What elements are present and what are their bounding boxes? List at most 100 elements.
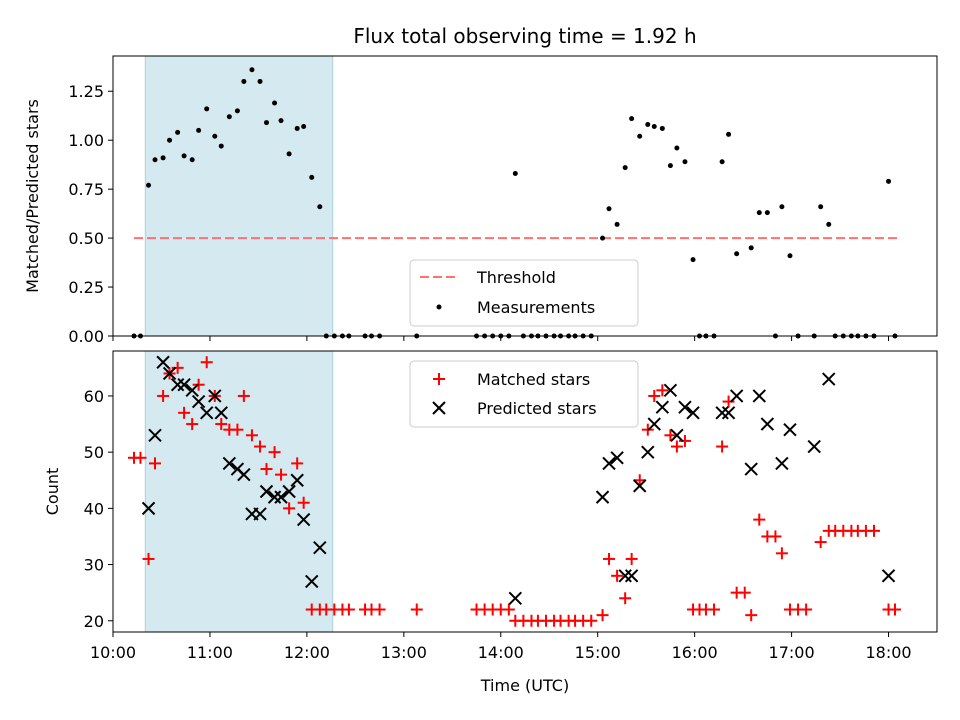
x-tick-label: 14:00 xyxy=(478,643,524,662)
measurement-point xyxy=(748,245,754,251)
matched-star-point xyxy=(800,603,813,616)
predicted-star-point xyxy=(721,406,736,420)
matched-star-point xyxy=(373,603,386,616)
predicted-star-point xyxy=(807,439,821,454)
predicted-star-point xyxy=(618,569,632,583)
predicted-star-point xyxy=(177,378,191,392)
legend-matched-swatch xyxy=(433,373,445,385)
predicted-star-point xyxy=(641,445,655,459)
predicted-star-point xyxy=(633,479,647,493)
bottom-y-tick-label: 40 xyxy=(84,499,104,518)
matched-star-point xyxy=(775,547,788,560)
measurement-point xyxy=(614,221,620,227)
predicted-star-point xyxy=(290,473,304,487)
predicted-star-point xyxy=(775,456,789,471)
matched-star-point xyxy=(275,468,288,481)
predicted-star-point xyxy=(141,501,156,516)
predicted-star-point xyxy=(602,456,616,471)
bottom-y-tick-label: 30 xyxy=(84,556,104,575)
measurement-point xyxy=(272,100,278,106)
measurement-point xyxy=(317,204,323,210)
measurement-point xyxy=(734,251,740,257)
matched-star-point xyxy=(769,530,782,543)
measurement-point xyxy=(764,210,770,216)
predicted-star-point xyxy=(508,591,523,605)
predicted-star-point xyxy=(222,456,237,471)
predicted-star-point xyxy=(214,406,228,420)
matched-star-point xyxy=(611,569,624,582)
matched-star-point xyxy=(231,423,244,436)
matched-star-point xyxy=(814,536,827,549)
legend-threshold-label: Threshold xyxy=(476,268,556,287)
matched-star-point xyxy=(171,361,184,374)
measurement-point xyxy=(726,131,732,137)
measurement-point xyxy=(309,174,315,180)
predicted-star-point xyxy=(208,389,222,403)
predicted-star-point xyxy=(678,400,692,414)
legend-measurements-label: Measurements xyxy=(477,298,595,317)
matched-star-point xyxy=(867,524,880,537)
top-y-tick-label: 1.25 xyxy=(68,82,104,101)
predicted-star-point xyxy=(686,406,700,420)
measurement-point xyxy=(218,143,224,149)
predicted-star-point xyxy=(305,574,319,589)
matched-star-point xyxy=(237,389,250,402)
predicted-star-point xyxy=(274,490,288,504)
predicted-star-point xyxy=(760,417,775,431)
bottom-y-tick-label: 50 xyxy=(84,443,104,462)
legend-matched-label: Matched stars xyxy=(477,370,590,389)
x-tick-label: 17:00 xyxy=(769,643,815,662)
measurement-point xyxy=(152,157,158,163)
predicted-star-point xyxy=(647,417,661,431)
matched-star-point xyxy=(670,440,683,453)
predicted-star-point xyxy=(185,383,199,398)
predicted-star-point xyxy=(170,378,185,392)
legend-measurements-swatch xyxy=(436,304,442,310)
top-y-tick-label: 0.50 xyxy=(68,229,104,248)
matched-star-point xyxy=(633,474,646,487)
matched-star-point xyxy=(178,406,191,419)
measurement-point xyxy=(756,210,762,216)
bottom-plot-marks xyxy=(128,355,901,627)
predicted-star-point xyxy=(595,490,610,504)
matched-star-point xyxy=(738,586,751,599)
measurement-point xyxy=(826,221,832,227)
measurement-point xyxy=(263,120,269,126)
matched-star-point xyxy=(888,603,901,616)
matched-star-point xyxy=(619,592,632,605)
predicted-star-point xyxy=(670,428,684,443)
legend-predicted-swatch xyxy=(432,401,446,415)
measurement-point xyxy=(659,125,665,131)
matched-star-point xyxy=(502,603,515,616)
bottom-plot-frame xyxy=(112,350,938,633)
measurement-point xyxy=(212,133,218,139)
measurement-point xyxy=(241,78,247,84)
measurement-point xyxy=(600,235,606,241)
measurement-point xyxy=(196,127,202,133)
measurement-point xyxy=(512,170,518,176)
predicted-star-point xyxy=(259,484,274,499)
measurement-point xyxy=(690,257,696,263)
measurement-point xyxy=(719,159,725,165)
matched-star-point xyxy=(603,552,616,565)
predicted-star-point xyxy=(663,383,678,398)
measurement-point xyxy=(629,116,635,122)
measurement-point xyxy=(818,204,824,210)
matched-star-point xyxy=(268,446,281,459)
predicted-star-point xyxy=(253,507,267,521)
matched-star-point xyxy=(149,457,162,470)
bottom-panel: 20 30 40 50 60 10:00 11:00 12:00 13:00 14:00 15:00… xyxy=(43,350,938,695)
matched-star-point xyxy=(254,440,267,453)
predicted-star-point xyxy=(624,569,639,583)
predicted-star-point xyxy=(744,462,758,476)
bottom-y-tick-label: 20 xyxy=(84,612,104,631)
predicted-star-point xyxy=(881,569,896,583)
matched-star-point xyxy=(648,389,661,402)
predicted-star-point xyxy=(313,540,327,555)
measurement-point xyxy=(294,125,300,131)
measurement-point xyxy=(160,155,166,161)
measurement-point xyxy=(667,163,673,169)
top-legend: Threshold Measurements xyxy=(409,259,639,327)
matched-star-point xyxy=(134,451,147,464)
measurement-point xyxy=(787,253,793,259)
